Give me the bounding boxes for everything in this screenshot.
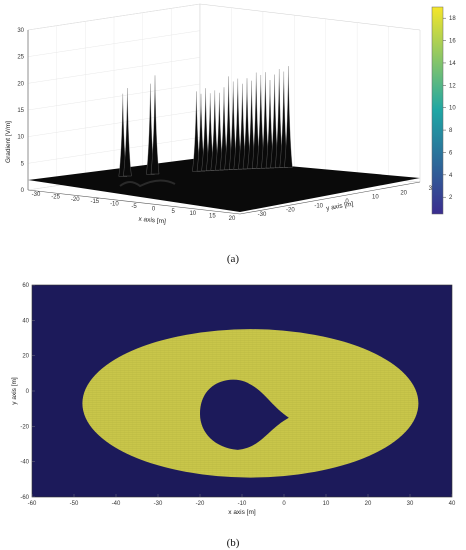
x-tick-label: -30: [32, 192, 41, 198]
z-tick-label: 30: [17, 28, 24, 34]
x-tick-label: 15: [209, 214, 216, 220]
x-tick-label: -5: [131, 204, 137, 210]
map-panel: -60 -50 -40 -30 -20 -10 0 10 20 30 40 60 40 20 0 -20 -4…: [11, 283, 456, 549]
z-tick-label: 0: [21, 188, 25, 194]
map-y-tick-labels: 60 40 20 0 -20 -40 -60: [20, 283, 35, 501]
map-x-tick-label: 0: [282, 501, 286, 507]
z-tick-label: 20: [17, 81, 24, 87]
colorbar: [431, 6, 444, 215]
x-tick-label: 0: [152, 206, 156, 212]
spike: [284, 66, 293, 168]
y-axis-line: [239, 181, 421, 215]
map-y-tick-label: 40: [22, 318, 29, 324]
x-axis-label: x axis [m]: [138, 216, 166, 226]
colorbar-tick-labels: 2 4 6 8 10 12 14 16 18: [443, 16, 456, 201]
map-x-tick-label: 10: [323, 501, 330, 507]
caption-b: (b): [227, 537, 240, 549]
z-tick-label: 10: [17, 135, 24, 141]
map-hole: [200, 379, 289, 450]
map-x-tick-label: -30: [154, 501, 163, 507]
map-y-tick-label: 0: [26, 389, 30, 395]
colorbar-tick-label: 12: [449, 83, 456, 89]
x-tick-label: -10: [110, 202, 119, 208]
map-y-axis-label: y axis [m]: [11, 377, 18, 405]
colorbar-tick-label: 14: [449, 61, 456, 67]
colorbar-tick-label: 10: [449, 106, 456, 112]
x-tick-label: -20: [71, 197, 80, 203]
x-tick-label: 20: [229, 216, 236, 222]
y-axis-label: y axis [m]: [326, 201, 354, 213]
y-tick-label: -10: [314, 203, 323, 209]
colorbar-tick-label: 18: [449, 16, 456, 22]
wall-grid: [27, 3, 389, 191]
z-axis-label: Gradient [V/m]: [5, 121, 12, 163]
y-tick-label: 0: [345, 199, 349, 205]
colorbar-tick-label: 16: [449, 39, 456, 45]
y-tick-label: -30: [258, 212, 267, 218]
map-x-tick-label: 30: [407, 501, 414, 507]
x-tick-label: -25: [51, 194, 60, 200]
map-x-tick-label: -20: [196, 501, 205, 507]
colorbar-tick-label: 2: [449, 195, 453, 201]
y-tick-label: 20: [400, 190, 407, 196]
map-x-tick-label: -40: [112, 501, 121, 507]
spike: [123, 88, 132, 177]
map-y-tick-label: -20: [20, 424, 29, 430]
z-tick-label: 25: [17, 55, 24, 61]
map-y-tick-label: -40: [20, 460, 29, 466]
x-tick-labels: -30 -25 -20 -15 -10 -5 0 5 10 15 20: [32, 192, 236, 222]
map-x-tick-label: 40: [449, 501, 456, 507]
map-x-axis-label: x axis [m]: [228, 509, 256, 516]
x-tick-label: -15: [90, 199, 99, 205]
z-tick-label: 5: [21, 161, 25, 167]
map-x-tick-labels: -60 -50 -40 -30 -20 -10 0 10 20 30 40: [28, 494, 456, 507]
colorbar-tick-label: 8: [449, 128, 453, 134]
map-x-tick-label: -50: [70, 501, 79, 507]
map-x-tick-label: -60: [28, 501, 37, 507]
map-y-tick-label: 20: [22, 354, 29, 360]
x-axis-line: [27, 189, 241, 215]
map-x-tick-label: -10: [238, 501, 247, 507]
spike: [150, 75, 160, 175]
map-x-tick-label: 20: [365, 501, 372, 507]
z-tick-labels: 0 5 10 15 20 25 30: [17, 28, 24, 194]
colorbar-tick-label: 6: [449, 150, 453, 156]
x-tick-label: 10: [189, 211, 196, 217]
y-tick-label: 10: [372, 195, 379, 201]
spike-group: [118, 66, 293, 177]
colorbar-tick-label: 4: [449, 173, 453, 179]
caption-a: (a): [227, 253, 240, 265]
map-y-tick-label: -60: [20, 495, 29, 501]
y-tick-label: -20: [286, 208, 295, 214]
z-tick-label: 15: [17, 108, 24, 114]
x-tick-label: 5: [172, 209, 176, 215]
surface-ridge: [119, 179, 176, 188]
map-y-tick-label: 60: [22, 283, 29, 289]
